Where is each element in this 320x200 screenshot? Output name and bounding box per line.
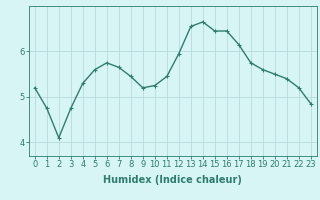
X-axis label: Humidex (Indice chaleur): Humidex (Indice chaleur) [103,175,242,185]
